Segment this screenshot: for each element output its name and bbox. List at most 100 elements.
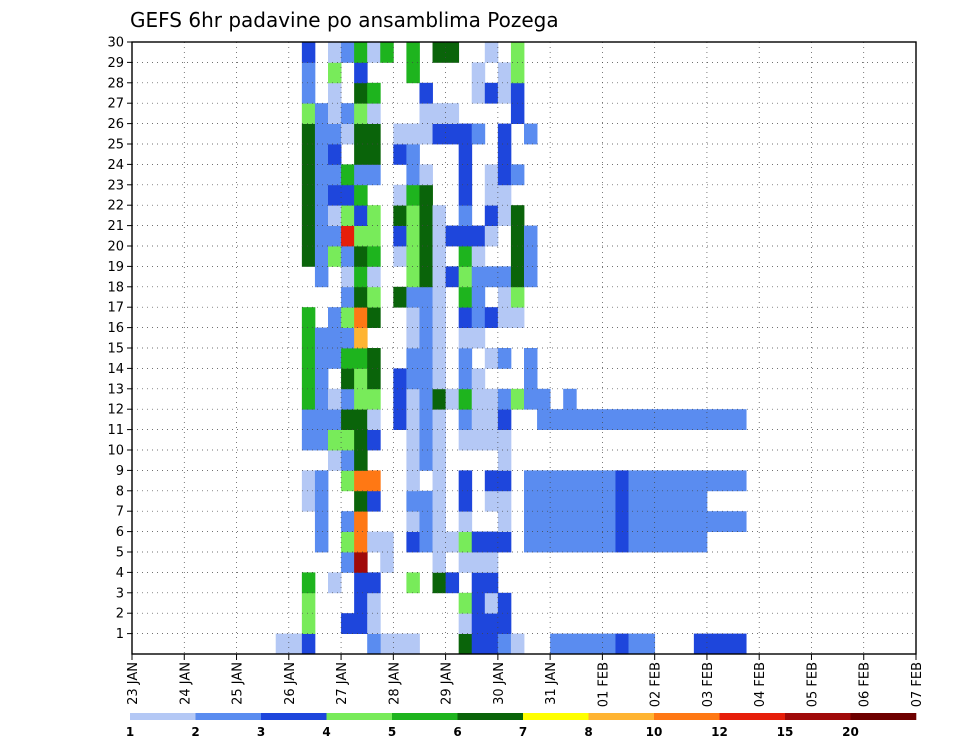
heatmap-cell — [458, 348, 473, 369]
heatmap-cell — [733, 511, 747, 532]
heatmap-cell — [471, 592, 486, 614]
heatmap-cell — [693, 511, 708, 532]
heatmap-cell — [497, 184, 512, 206]
heatmap-cell — [328, 42, 342, 63]
heatmap-cell — [341, 184, 355, 206]
heatmap-cell — [484, 164, 499, 186]
heatmap-cell — [589, 633, 603, 655]
heatmap-cell — [328, 123, 342, 145]
heatmap-cell — [484, 82, 499, 104]
heatmap-cell — [693, 633, 708, 655]
heatmap-cell — [328, 62, 342, 84]
heatmap-cell — [314, 388, 329, 410]
heatmap-cell — [484, 552, 499, 573]
heatmap-cell — [341, 225, 355, 247]
x-axis-ticks: 23 JAN 24 JAN 25 JAN 26 JAN 27 JAN 28 JAN 29 J… — [126, 654, 925, 707]
heatmap-cell — [419, 123, 433, 145]
heatmap-cell — [406, 286, 420, 308]
y-tick-label: 16 — [107, 321, 124, 336]
heatmap-cell — [419, 266, 433, 288]
heatmap-cell — [706, 511, 721, 532]
heatmap-cell — [367, 490, 381, 512]
heatmap-cell — [341, 246, 355, 267]
heatmap-cell — [314, 225, 329, 247]
colorbar-label: 10 — [646, 725, 663, 739]
heatmap-cell — [720, 409, 734, 430]
chart-title: GEFS 6hr padavine po ansamblima Pozega — [130, 8, 559, 32]
heatmap-cell — [576, 470, 590, 492]
heatmap-cell — [445, 123, 460, 145]
heatmap-cell — [484, 266, 499, 288]
heatmap-cell — [720, 470, 734, 492]
heatmap-cell — [354, 450, 368, 471]
heatmap-cell — [393, 368, 407, 390]
heatmap-cell — [497, 62, 512, 84]
heatmap-cell — [471, 409, 486, 430]
heatmap-cell — [589, 531, 603, 553]
y-tick-label: 26 — [107, 117, 124, 132]
heatmap-cell — [628, 511, 642, 532]
heatmap-cell — [354, 246, 368, 267]
heatmap-cell — [432, 327, 446, 349]
heatmap-cell — [406, 531, 420, 553]
heatmap-cell — [328, 409, 342, 430]
heatmap-cell — [367, 531, 381, 553]
colorbar-swatch — [654, 713, 720, 720]
heatmap-cell — [615, 409, 629, 430]
colorbar-swatch — [261, 713, 327, 720]
colorbar-swatch — [785, 713, 851, 720]
x-tick-label: 28 JAN — [387, 662, 402, 705]
heatmap-cell — [497, 164, 512, 186]
heatmap-cell — [589, 490, 603, 512]
heatmap-cell — [497, 409, 512, 430]
colorbar: 1 2 3 4 5 6 7 8 10 12 15 20 — [126, 713, 917, 739]
heatmap-cell — [354, 572, 368, 594]
heatmap-cell — [524, 388, 538, 410]
heatmap-cell — [419, 164, 433, 186]
heatmap-cell — [328, 225, 342, 247]
y-tick-label: 21 — [107, 219, 124, 234]
heatmap-cell — [550, 531, 564, 553]
heatmap-cell — [497, 450, 512, 471]
heatmap-cell — [393, 123, 407, 145]
heatmap-cell — [471, 552, 486, 573]
heatmap-cell — [354, 205, 368, 226]
heatmap-cell — [419, 184, 433, 206]
heatmap-cell — [328, 144, 342, 165]
heatmap-cell — [354, 225, 368, 247]
y-tick-label: 15 — [107, 342, 124, 357]
heatmap-cell — [667, 490, 682, 512]
heatmap-cell — [314, 531, 329, 553]
heatmap-cell — [301, 225, 316, 247]
heatmap-cell — [654, 470, 669, 492]
x-tick-label: 27 JAN — [335, 662, 350, 705]
heatmap-cell — [733, 470, 747, 492]
heatmap-cell — [432, 225, 446, 247]
heatmap-cell — [301, 62, 316, 84]
heatmap-cell — [432, 103, 446, 124]
heatmap-cell — [301, 42, 316, 63]
heatmap-cell — [314, 327, 329, 349]
heatmap-cell — [341, 266, 355, 288]
y-tick-label: 22 — [107, 199, 124, 214]
heatmap-cell — [471, 633, 486, 655]
heatmap-cell — [406, 327, 420, 349]
heatmap-cell — [341, 429, 355, 451]
colorbar-label: 4 — [322, 725, 330, 739]
heatmap-cell — [497, 266, 512, 288]
heatmap-cell — [458, 592, 473, 614]
heatmap-cell — [301, 103, 316, 124]
heatmap-cell — [301, 348, 316, 369]
heatmap-cell — [354, 490, 368, 512]
heatmap-cell — [432, 511, 446, 532]
heatmap-cell — [471, 572, 486, 594]
heatmap-cell — [301, 429, 316, 451]
colorbar-swatch — [588, 713, 655, 720]
heatmap-cell — [471, 62, 486, 84]
heatmap-cell — [354, 103, 368, 124]
gridlines — [132, 41, 916, 654]
heatmap-cell — [654, 409, 669, 430]
colorbar-label: 1 — [126, 725, 134, 739]
heatmap-cell — [288, 633, 303, 655]
heatmap-cell — [419, 327, 433, 349]
